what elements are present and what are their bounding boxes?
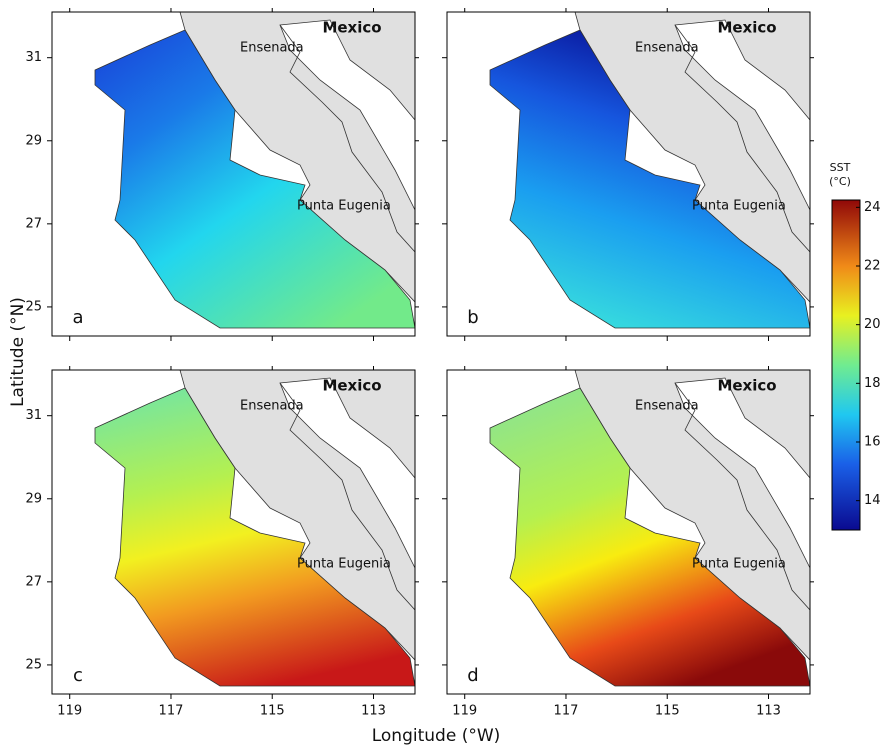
x-tick-label: 117 [554,704,579,719]
country-label: Mexico [717,377,776,395]
place-label: Punta Eugenia [692,199,786,214]
coastline [674,24,810,253]
map [447,12,810,336]
map [52,370,415,694]
coastline [674,382,810,611]
panel-letter: c [73,665,83,686]
panel-frame [51,369,416,695]
y-tick-label: 27 [25,574,42,589]
panel-letter: a [72,307,83,328]
sst-field [94,387,415,687]
place-label: Ensenada [635,41,699,56]
panel-letter: b [467,307,478,328]
map [52,12,415,336]
panel-letter: d [467,665,478,686]
x-tick-label: 113 [361,704,386,719]
colorbar-tick-label: 16 [864,435,881,450]
map [447,370,810,694]
gulf [674,377,810,569]
colorbar [831,199,861,531]
x-tick-label: 113 [756,704,781,719]
x-tick-label: 119 [452,704,477,719]
x-axis-title: Longitude (°W) [372,726,501,746]
map-panel: Mexico Ensenada Punta Eugenia c 119 117 115 113… [25,366,419,719]
place-label: Ensenada [240,41,304,56]
gulf [279,377,415,569]
x-tick-label: 117 [159,704,184,719]
panel-frame [51,11,416,337]
panel-frame [446,369,811,695]
sst-field [94,29,415,329]
place-label: Punta Eugenia [297,199,391,214]
country-label: Mexico [322,377,381,395]
place-label: Punta Eugenia [692,557,786,572]
colorbar-tick-label: 20 [864,317,881,332]
colorbar-label: (°C) [829,175,851,188]
colorbar-tick-label: 24 [864,200,881,215]
colorbar-tick-label: 18 [864,376,881,391]
country-label: Mexico [322,19,381,37]
panel-frame [446,11,811,337]
colorbar-tick-label: 14 [864,493,881,508]
y-tick-label: 25 [25,299,42,314]
gulf [279,19,415,211]
coastline [279,24,415,253]
x-tick-label: 119 [57,704,82,719]
map-panel: Mexico Ensenada Punta Eugenia d 119 117 115 113 [442,366,814,719]
colorbar-tick-label: 22 [864,259,881,274]
place-label: Ensenada [635,399,699,414]
sst-field [489,387,810,687]
y-tick-label: 31 [25,408,42,423]
sst-field [489,29,810,329]
y-tick-label: 31 [25,50,42,65]
place-label: Ensenada [240,399,304,414]
y-axis-title: Latitude (°N) [8,297,28,407]
x-tick-label: 115 [260,704,285,719]
y-tick-label: 29 [25,133,42,148]
map-panel: Mexico Ensenada Punta Eugenia a 31 29 27 25 [25,8,419,341]
colorbar-label: SST [830,161,851,174]
y-tick-label: 27 [25,216,42,231]
country-label: Mexico [717,19,776,37]
coastline [279,382,415,611]
y-tick-label: 25 [25,657,42,672]
y-tick-label: 29 [25,491,42,506]
x-tick-label: 115 [655,704,680,719]
place-label: Punta Eugenia [297,557,391,572]
gulf [674,19,810,211]
map-panel: Mexico Ensenada Punta Eugenia b [442,8,814,341]
